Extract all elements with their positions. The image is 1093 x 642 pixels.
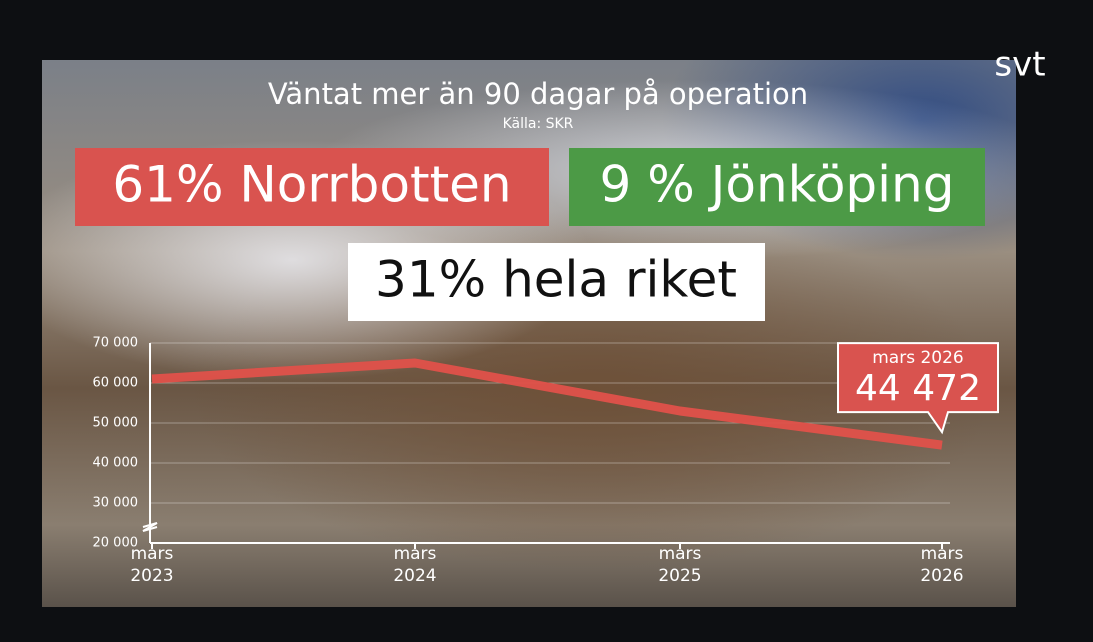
x-tick-label: mars 2026 <box>920 544 964 586</box>
callout-box <box>837 342 999 435</box>
logo: svt <box>994 45 1045 85</box>
highlight: 31% hela riket <box>375 251 737 309</box>
chart-subtitle: Källa: SKR <box>503 116 574 132</box>
x-tick-label: mars 2025 <box>658 544 702 586</box>
callout-category: mars 2026 <box>872 348 964 368</box>
callout-value: 44 472 <box>855 368 981 409</box>
y-tick-label: 60 000 <box>93 376 139 391</box>
y-tick-label: 20 000 <box>93 536 139 551</box>
axis-break <box>142 522 158 532</box>
x-tick-label: mars 2023 <box>130 544 174 586</box>
highlight-box <box>569 148 985 226</box>
x-tick-label: mars 2024 <box>393 544 437 586</box>
chart-title: Väntat mer än 90 dagar på operation <box>268 77 808 111</box>
highlight: 9 % Jönköping <box>600 156 955 214</box>
y-tick-label: 30 000 <box>93 496 139 511</box>
y-tick-label: 40 000 <box>93 456 139 471</box>
highlight-box <box>348 243 765 321</box>
y-tick-label: 50 000 <box>93 416 139 431</box>
line <box>151 358 943 450</box>
y-tick-label: 70 000 <box>93 336 139 351</box>
highlight-box <box>75 148 549 226</box>
highlight: 61% Norrbotten <box>112 156 511 214</box>
